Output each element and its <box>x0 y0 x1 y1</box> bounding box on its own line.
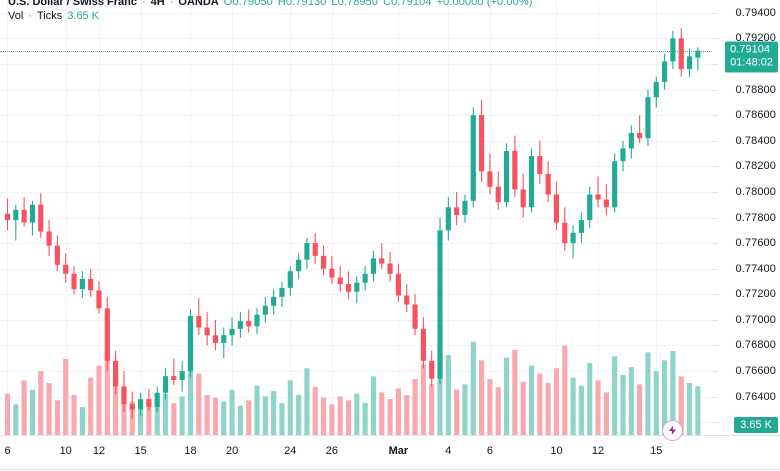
lightning-bolt-icon[interactable] <box>661 420 683 441</box>
legend-volume-row[interactable]: Vol · Ticks 3.65 K <box>8 10 532 23</box>
legend-symbol-row[interactable]: U.S. Dollar / Swiss Franc · 4H · OANDA O… <box>8 0 532 9</box>
price-axis-tick: 0.78600 <box>735 109 776 122</box>
legend-open: O0.79050 <box>223 0 273 8</box>
time-axis-tick: 12 <box>591 445 605 457</box>
legend-symbol-name[interactable]: U.S. Dollar / Swiss Franc <box>8 0 137 8</box>
price-axis-tick: 0.78800 <box>735 83 776 96</box>
time-axis-tick: 10 <box>550 445 563 457</box>
legend-volume-title: Vol <box>8 10 24 22</box>
time-axis-tick: 26 <box>325 445 339 457</box>
price-axis-tick: 0.77200 <box>735 288 776 301</box>
time-axis-tick: 24 <box>284 445 297 457</box>
chart-legend: U.S. Dollar / Swiss Franc · 4H · OANDA O… <box>8 0 532 23</box>
price-axis[interactable]: 0.794000.792000.790000.788000.786000.784… <box>712 0 780 435</box>
legend-separator-2: · <box>169 0 174 8</box>
time-axis-tick: 15 <box>650 445 663 457</box>
time-axis-tick: 15 <box>134 445 147 457</box>
price-axis-tick: 0.78400 <box>735 134 776 147</box>
legend-low: L0.78950 <box>331 0 379 8</box>
time-axis-tick: 18 <box>184 445 197 457</box>
time-axis-tick: 6 <box>486 445 493 457</box>
price-axis-tick: 0.76800 <box>735 339 776 352</box>
volume-badge[interactable]: 3.65 K <box>734 417 778 433</box>
legend-separator-3: · <box>28 10 32 22</box>
price-axis-tick: 0.77400 <box>735 262 776 275</box>
legend-high: H0.79130 <box>277 0 327 8</box>
price-axis-tick: 0.77000 <box>735 313 776 326</box>
time-axis-tick: 12 <box>92 445 106 457</box>
legend-interval[interactable]: 4H <box>150 0 165 8</box>
legend-exchange[interactable]: OANDA <box>178 0 219 8</box>
volume-series <box>4 315 701 435</box>
legend-volume-source: Ticks <box>36 10 63 22</box>
price-axis-tick: 0.77600 <box>735 237 776 250</box>
time-axis-tick: 4 <box>445 445 452 457</box>
time-axis-tick: 6 <box>4 445 11 457</box>
current-price-value: 0.79104 <box>730 43 770 56</box>
legend-volume-value: 3.65 K <box>67 10 100 22</box>
time-axis[interactable]: 6 10 12 15 18 20 24 26 Mar 4 6 10 12 15 <box>0 435 780 471</box>
price-axis-tick: 0.79400 <box>735 6 776 19</box>
candlestick-series <box>4 28 701 419</box>
price-axis-tick: 0.78200 <box>735 160 776 173</box>
price-axis-tick: 0.76600 <box>735 365 776 377</box>
time-axis-tick: 10 <box>59 445 72 457</box>
current-price-badge[interactable]: 0.79104 01:48:02 <box>725 41 778 73</box>
price-axis-tick: 0.76400 <box>735 390 776 403</box>
bar-countdown: 01:48:02 <box>730 56 773 69</box>
legend-separator-1: · <box>142 0 146 8</box>
time-axis-tick: 20 <box>225 445 239 457</box>
time-axis-tick: Mar <box>388 445 409 457</box>
legend-close: C0.79104 <box>383 0 432 8</box>
legend-change: +0.00000 (+0.00%) <box>436 0 533 8</box>
current-price-line <box>0 50 712 52</box>
price-chart-pane[interactable] <box>0 0 712 435</box>
price-axis-tick: 0.78000 <box>735 185 776 198</box>
price-axis-tick: 0.77800 <box>735 211 776 224</box>
